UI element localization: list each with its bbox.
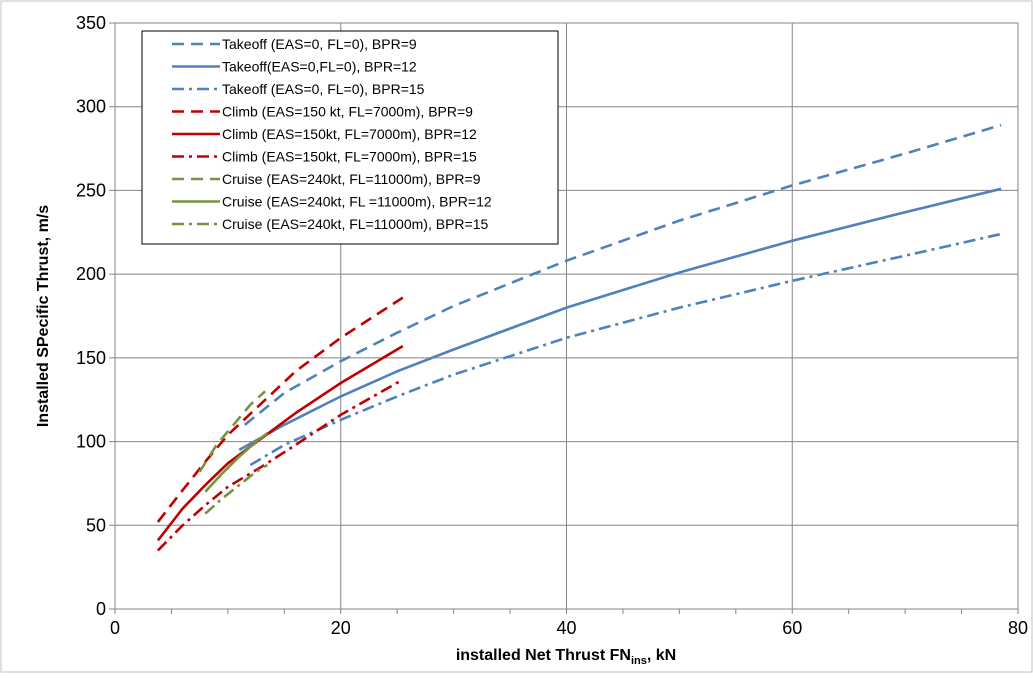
y-tick-label: 150	[76, 348, 106, 368]
axis-titles: installed Net Thrust FNins, kN Installed…	[35, 205, 676, 667]
y-tick-label: 300	[76, 97, 106, 117]
y-tick-label: 50	[86, 515, 106, 535]
series-line	[238, 187, 1002, 452]
legend-label: Climb (EAS=150kt, FL=7000m), BPR=15	[222, 149, 477, 165]
x-tick-label: 80	[1008, 618, 1028, 638]
legend-label: Climb (EAS=150 kt, FL=7000m), BPR=9	[222, 104, 473, 120]
axis-ticks: 0 50 100 150 200 250 300 350 0 20 40 60 80	[76, 13, 1028, 638]
series-line	[198, 390, 266, 473]
series-line	[249, 232, 1002, 467]
x-tick-label: 40	[556, 618, 576, 638]
legend-label: Takeoff (EAS=0, FL=0), BPR=15	[222, 81, 425, 97]
y-tick-label: 100	[76, 432, 106, 452]
series-line	[204, 463, 269, 515]
x-tick-label: 0	[110, 618, 120, 638]
y-tick-label: 0	[96, 599, 106, 619]
series-lines	[156, 123, 1002, 552]
series-line	[243, 123, 1002, 426]
y-tick-label: 200	[76, 264, 106, 284]
x-tick-label: 20	[331, 618, 351, 638]
legend-label: Takeoff (EAS=0, FL=0), BPR=9	[222, 36, 417, 52]
y-tick-label: 350	[76, 13, 106, 33]
series-line	[204, 432, 269, 493]
x-tick-label: 60	[782, 618, 802, 638]
series-line	[156, 378, 404, 552]
legend-label: Takeoff(EAS=0,FL=0), BPR=12	[222, 59, 417, 75]
series-line	[156, 296, 404, 523]
y-axis-title: Installed SPecific Thrust, m/s	[35, 205, 52, 427]
legend: Takeoff (EAS=0, FL=0), BPR=9 Takeoff(EAS=…	[141, 30, 559, 245]
legend-label: Climb (EAS=150kt, FL=7000m), BPR=12	[222, 126, 477, 142]
legend-label: Cruise (EAS=240kt, FL =11000m), BPR=12	[222, 194, 492, 210]
legend-label: Cruise (EAS=240kt, FL=11000m), BPR=15	[222, 216, 488, 232]
legend-label: Cruise (EAS=240kt, FL=11000m), BPR=9	[222, 171, 481, 187]
x-axis-title: installed Net Thrust FNins, kN	[456, 647, 676, 667]
y-tick-label: 250	[76, 180, 106, 200]
